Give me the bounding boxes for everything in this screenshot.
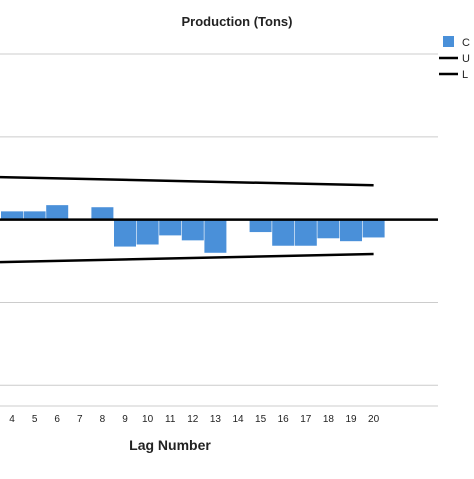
bar-lag-20 — [362, 219, 385, 238]
bar-lag-5 — [23, 211, 46, 220]
x-tick-10: 10 — [142, 414, 154, 425]
bar-lag-19 — [340, 219, 362, 242]
grid-layer — [0, 53, 438, 407]
x-tick-9: 9 — [122, 414, 128, 425]
x-tick-13: 13 — [210, 414, 222, 425]
bar-lag-8 — [91, 207, 114, 220]
x-axis-label: Lag Number — [129, 437, 211, 453]
x-tick-7: 7 — [77, 414, 83, 425]
bar-lag-9 — [114, 219, 136, 247]
bar-lag-17 — [294, 219, 317, 246]
legend-label-lower: L — [462, 69, 468, 81]
x-tick-15: 15 — [255, 414, 267, 425]
x-tick-18: 18 — [323, 414, 335, 425]
lower-confidence-line — [0, 252, 374, 264]
upper-confidence-line — [0, 175, 374, 187]
x-tick-16: 16 — [278, 414, 290, 425]
bar-lag-10 — [136, 219, 159, 245]
line-layer — [0, 175, 438, 264]
bar-lag-11 — [159, 219, 182, 236]
x-tick-12: 12 — [187, 414, 199, 425]
x-tick-17: 17 — [300, 414, 312, 425]
x-tick-4: 4 — [9, 414, 15, 425]
x-tick-11: 11 — [165, 414, 176, 425]
bar-lag-4 — [1, 211, 23, 220]
x-tick-20: 20 — [368, 414, 380, 425]
legend-label-upper: U — [462, 53, 470, 65]
x-tick-labels: 4 5 6 7 8 9 10 11 12 13 14 15 16 17 18 19 20 — [9, 414, 379, 425]
bar-lag-6 — [46, 205, 69, 220]
bar-lag-15 — [249, 219, 272, 233]
x-tick-5: 5 — [32, 414, 38, 425]
bar-layer — [1, 205, 385, 253]
x-tick-14: 14 — [232, 414, 244, 425]
x-tick-8: 8 — [100, 414, 106, 425]
legend-swatch-series — [443, 36, 454, 47]
bar-lag-12 — [181, 219, 204, 241]
bar-lag-18 — [317, 219, 340, 239]
chart-title: Production (Tons) — [182, 14, 293, 29]
legend: CUL — [439, 36, 470, 81]
x-tick-19: 19 — [345, 414, 357, 425]
bar-lag-13 — [204, 219, 227, 253]
x-tick-6: 6 — [54, 414, 60, 425]
legend-label-series: C — [462, 37, 470, 49]
bar-lag-16 — [272, 219, 295, 246]
